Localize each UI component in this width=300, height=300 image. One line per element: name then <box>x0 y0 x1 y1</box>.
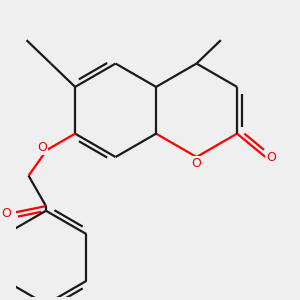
Text: O: O <box>266 151 276 164</box>
Text: O: O <box>37 141 47 154</box>
Text: O: O <box>192 157 202 169</box>
Text: O: O <box>1 207 11 220</box>
